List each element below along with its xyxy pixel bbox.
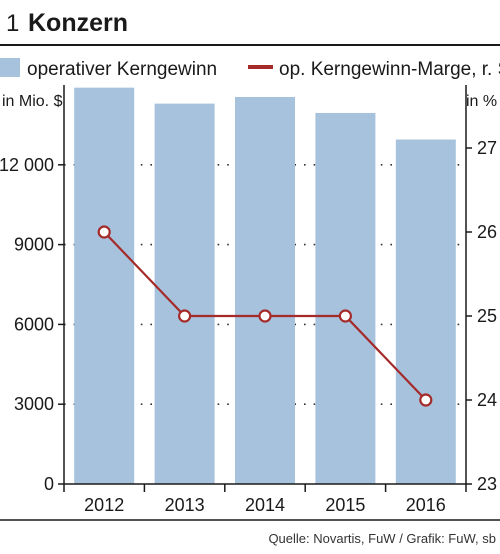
y-right-unit-label: in % — [466, 93, 497, 110]
y-left-tick-label: 9000 — [14, 235, 54, 255]
x-tick-label: 2015 — [325, 495, 365, 515]
axes — [63, 85, 467, 485]
legend: operativer Kerngewinn op. Kerngewinn-Mar… — [0, 58, 500, 80]
x-tick-label: 2014 — [245, 495, 285, 515]
chart-number: 1 — [6, 10, 19, 37]
y-right-tick-label: 27 — [477, 138, 497, 158]
bar-2015 — [315, 112, 376, 485]
x-tick-label: 2013 — [165, 495, 205, 515]
x-tick-label: 2012 — [84, 495, 124, 515]
bar-2012 — [74, 87, 135, 484]
bar-2016 — [395, 139, 456, 484]
y-right-tick-label: 23 — [477, 474, 497, 494]
chart-title: Konzern — [28, 9, 128, 37]
y-left-tick-label: 0 — [44, 474, 54, 494]
line-series — [97, 225, 433, 407]
margin-point-2016 — [419, 393, 433, 407]
y-left-tick-label: 3000 — [14, 394, 54, 414]
margin-point-2012 — [97, 225, 111, 239]
y-left-unit-label: in Mio. $ — [2, 93, 63, 110]
bar-series — [74, 87, 456, 485]
y-left-tick-label: 12 000 — [0, 155, 54, 175]
x-tick-label: 2016 — [406, 495, 446, 515]
source-note: Quelle: Novartis, FuW / Grafik: FuW, sb — [268, 531, 496, 546]
legend-bar-label: operativer Kerngewinn — [27, 59, 217, 80]
legend-line-label: op. Kerngewinn-Marge, r. S. — [279, 59, 500, 80]
y-right-tick-label: 24 — [477, 390, 497, 410]
y-left-tick-label: 6000 — [14, 314, 54, 334]
right-axis-ticks: 23 24 25 26 27 — [466, 138, 497, 494]
margin-point-2013 — [178, 309, 192, 323]
legend-bar-swatch — [0, 58, 20, 77]
bar-2014 — [235, 96, 295, 484]
margin-point-2015 — [338, 309, 352, 323]
y-right-tick-label: 25 — [477, 306, 497, 326]
x-axis-ticks: 2012 2013 2014 2015 2016 — [63, 484, 467, 515]
chart-header: 1 Konzern — [0, 9, 500, 46]
y-right-tick-label: 26 — [477, 222, 497, 242]
left-axis-ticks: 0 3000 6000 9000 12 000 — [0, 155, 64, 494]
margin-point-2014 — [258, 309, 272, 323]
